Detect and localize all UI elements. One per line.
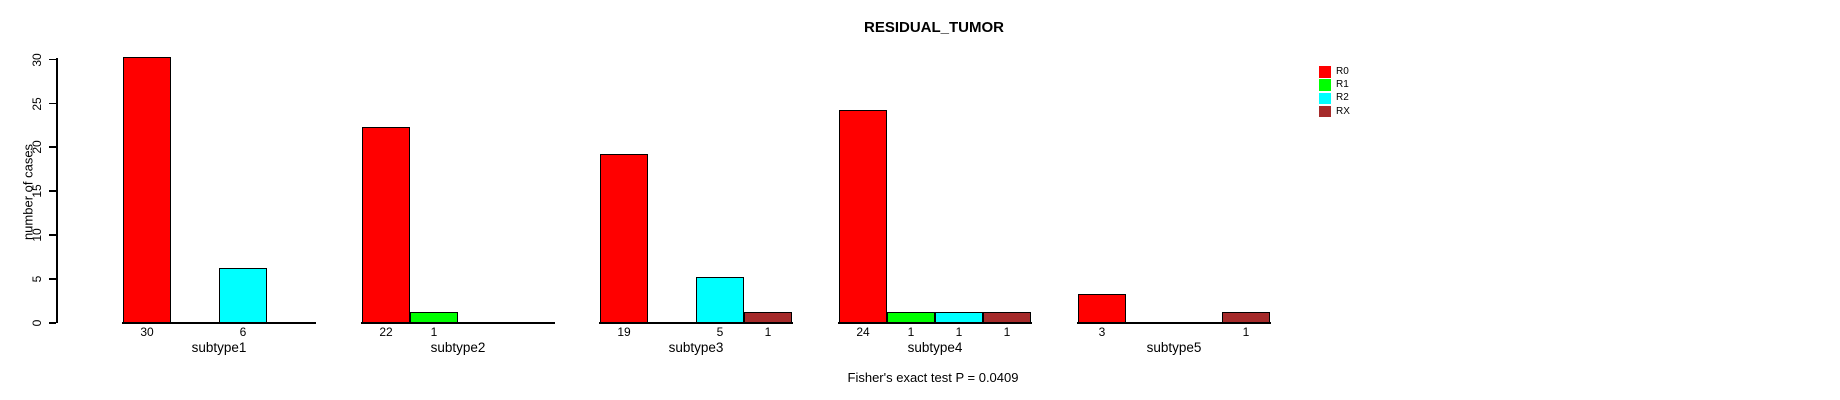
bar-r2-subtype3 xyxy=(696,276,744,324)
category-label-subtype3: subtype3 xyxy=(668,340,724,355)
legend: R0 R1 R2 RX xyxy=(1319,66,1350,119)
bar-r0-subtype2 xyxy=(362,127,410,324)
y-tick xyxy=(48,58,56,61)
bar-rx-subtype3 xyxy=(744,311,792,324)
bar-r0-subtype3 xyxy=(600,153,648,324)
category-label-subtype1: subtype1 xyxy=(191,340,247,355)
y-tick-label: 10 xyxy=(30,228,44,242)
bar-r2-subtype1 xyxy=(219,267,267,324)
y-tick xyxy=(48,278,56,280)
bar-rx-subtype5 xyxy=(1222,311,1270,324)
y-axis-line xyxy=(56,57,58,324)
legend-label: RX xyxy=(1336,105,1350,117)
legend-label: R2 xyxy=(1336,92,1349,104)
bar-r1-subtype4 xyxy=(887,311,935,324)
y-tick xyxy=(48,190,56,192)
bar-value-label: 1 xyxy=(1003,324,1011,339)
legend-item-r0: R0 xyxy=(1319,66,1350,78)
bar-value-label: 30 xyxy=(140,324,154,339)
y-tick xyxy=(48,146,56,148)
bar-value-label: 1 xyxy=(907,324,915,339)
category-label-subtype2: subtype2 xyxy=(430,340,486,355)
bar-value-label: 5 xyxy=(716,324,724,339)
bar-value-label: 6 xyxy=(239,324,247,339)
y-tick xyxy=(48,102,56,104)
chart-title: RESIDUAL_TUMOR xyxy=(863,19,1005,36)
bar-r0-subtype4 xyxy=(839,109,887,324)
bar-rx-subtype4 xyxy=(983,311,1031,324)
bar-value-label: 1 xyxy=(430,324,438,339)
x-axis-segment xyxy=(361,322,555,324)
y-tick-label: 25 xyxy=(30,96,44,111)
bar-r0-subtype1 xyxy=(123,57,171,324)
y-tick-label: 30 xyxy=(30,52,44,67)
bar-value-label: 3 xyxy=(1098,324,1106,339)
legend-swatch-r0 xyxy=(1319,66,1331,78)
bar-value-label: 22 xyxy=(379,324,393,339)
fisher-test-annotation: Fisher's exact test P = 0.0409 xyxy=(847,370,1019,385)
bar-value-label: 1 xyxy=(1242,324,1250,339)
bar-value-label: 1 xyxy=(955,324,963,339)
legend-swatch-rx xyxy=(1319,105,1331,118)
legend-swatch-r2 xyxy=(1319,92,1331,105)
bar-value-label: 1 xyxy=(764,324,772,339)
y-tick-label: 20 xyxy=(30,140,44,155)
y-tick xyxy=(48,234,56,236)
bar-r0-subtype5 xyxy=(1078,294,1126,324)
category-label-subtype5: subtype5 xyxy=(1146,340,1202,355)
y-tick-label: 0 xyxy=(30,319,44,327)
y-tick xyxy=(48,322,56,324)
x-axis-segment xyxy=(1077,322,1271,324)
bar-value-label: 19 xyxy=(617,324,631,339)
category-label-subtype4: subtype4 xyxy=(907,340,963,355)
bar-value-label: 24 xyxy=(856,324,870,339)
legend-label: R0 xyxy=(1336,66,1349,77)
legend-item-r1: R1 xyxy=(1319,79,1350,91)
y-tick-label: 15 xyxy=(30,184,44,198)
legend-item-rx: RX xyxy=(1319,105,1350,118)
legend-label: R1 xyxy=(1336,79,1349,91)
bar-r1-subtype2 xyxy=(410,311,458,324)
y-tick-label: 5 xyxy=(30,275,44,283)
legend-item-r2: R2 xyxy=(1319,92,1350,105)
bar-r2-subtype4 xyxy=(935,311,983,324)
legend-swatch-r1 xyxy=(1319,79,1331,91)
